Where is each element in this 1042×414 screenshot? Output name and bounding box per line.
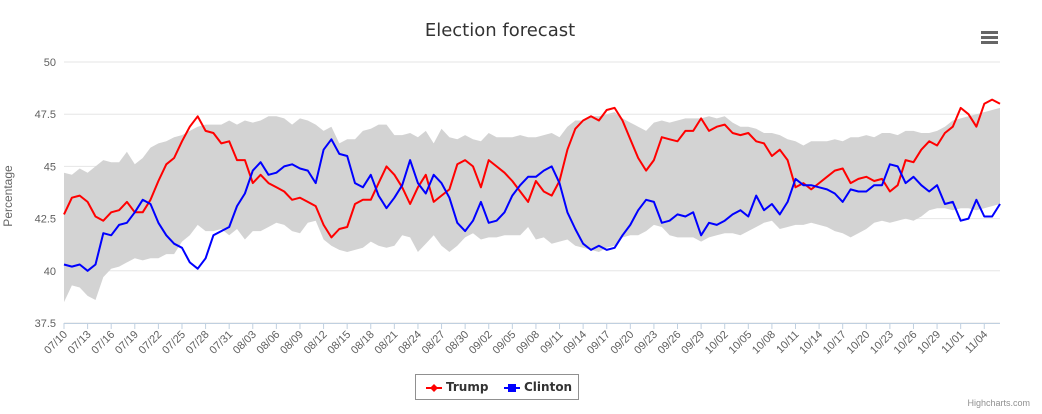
x-tick-label: 07/16 [89, 329, 117, 357]
chart-title: Election forecast [424, 20, 576, 41]
x-tick-label: 07/19 [113, 329, 141, 357]
x-tick-label: 07/10 [42, 329, 70, 357]
x-tick-label: 10/29 [915, 329, 943, 357]
x-tick-label: 09/05 [491, 329, 519, 357]
y-tick-label: 47.5 [35, 109, 56, 121]
x-tick-label: 09/08 [514, 329, 542, 357]
x-tick-label: 08/18 [349, 329, 377, 357]
x-tick-label: 10/08 [750, 329, 778, 357]
x-tick-label: 08/09 [278, 329, 306, 357]
x-tick-label: 08/12 [302, 329, 330, 357]
series-lines [63, 98, 1001, 272]
x-tick-label: 11/01 [939, 329, 966, 356]
x-tick-label: 10/26 [892, 329, 920, 357]
y-tick-label: 50 [44, 57, 56, 69]
x-tick-label: 10/11 [774, 329, 801, 356]
x-tick-label: 08/03 [231, 329, 259, 357]
x-tick-label: 07/25 [160, 329, 188, 357]
x-tick-label: 08/06 [255, 329, 283, 357]
legend-label-trump: Trump [446, 380, 489, 394]
chart-legend: Trump Clinton [415, 374, 579, 400]
x-tick-label: 09/26 [656, 329, 684, 357]
y-tick-label: 42.5 [35, 214, 56, 226]
x-tick-label: 07/28 [184, 329, 212, 357]
x-tick-label: 08/24 [396, 329, 424, 357]
x-tick-label: 10/14 [797, 329, 825, 357]
forecast-range-band [64, 107, 1000, 303]
y-tick-label: 37.5 [35, 318, 56, 330]
series-line-clinton[interactable] [63, 138, 1001, 272]
y-tick-label: 45 [44, 161, 56, 173]
forecast-band-area [64, 107, 1000, 303]
x-tick-label: 11/04 [963, 329, 990, 356]
square-marker-icon [504, 384, 520, 392]
x-tick-label: 09/14 [561, 329, 589, 357]
credits-link[interactable]: Highcharts.com [967, 398, 1030, 408]
chart-menu-button[interactable] [974, 24, 1004, 50]
x-tick-label: 07/31 [207, 329, 235, 357]
x-tick-label: 10/02 [703, 329, 731, 357]
diamond-marker-icon [426, 384, 442, 392]
x-tick-label: 10/23 [868, 329, 896, 357]
x-tick-label: 08/21 [373, 329, 401, 357]
x-tick-label: 07/22 [137, 329, 165, 357]
x-tick-label: 08/27 [420, 329, 448, 357]
x-tick-label: 08/15 [325, 329, 353, 357]
x-tick-label: 10/17 [821, 329, 849, 357]
x-tick-label: 07/13 [66, 329, 94, 357]
y-tick-label: 40 [44, 266, 56, 278]
x-tick-label: 09/17 [585, 329, 613, 357]
x-tick-label: 09/29 [679, 329, 707, 357]
legend-label-clinton: Clinton [524, 380, 573, 394]
x-tick-label: 09/20 [608, 329, 636, 357]
x-tick-label: 09/23 [632, 329, 660, 357]
y-axis-label: Percentage [1, 165, 15, 227]
x-tick-label: 09/11 [538, 329, 565, 356]
x-tick-label: 09/02 [467, 329, 495, 357]
x-tick-label: 08/30 [443, 329, 471, 357]
x-tick-label: 10/20 [844, 329, 872, 357]
x-tick-label: 10/05 [726, 329, 754, 357]
series-line-trump[interactable] [63, 98, 1001, 239]
